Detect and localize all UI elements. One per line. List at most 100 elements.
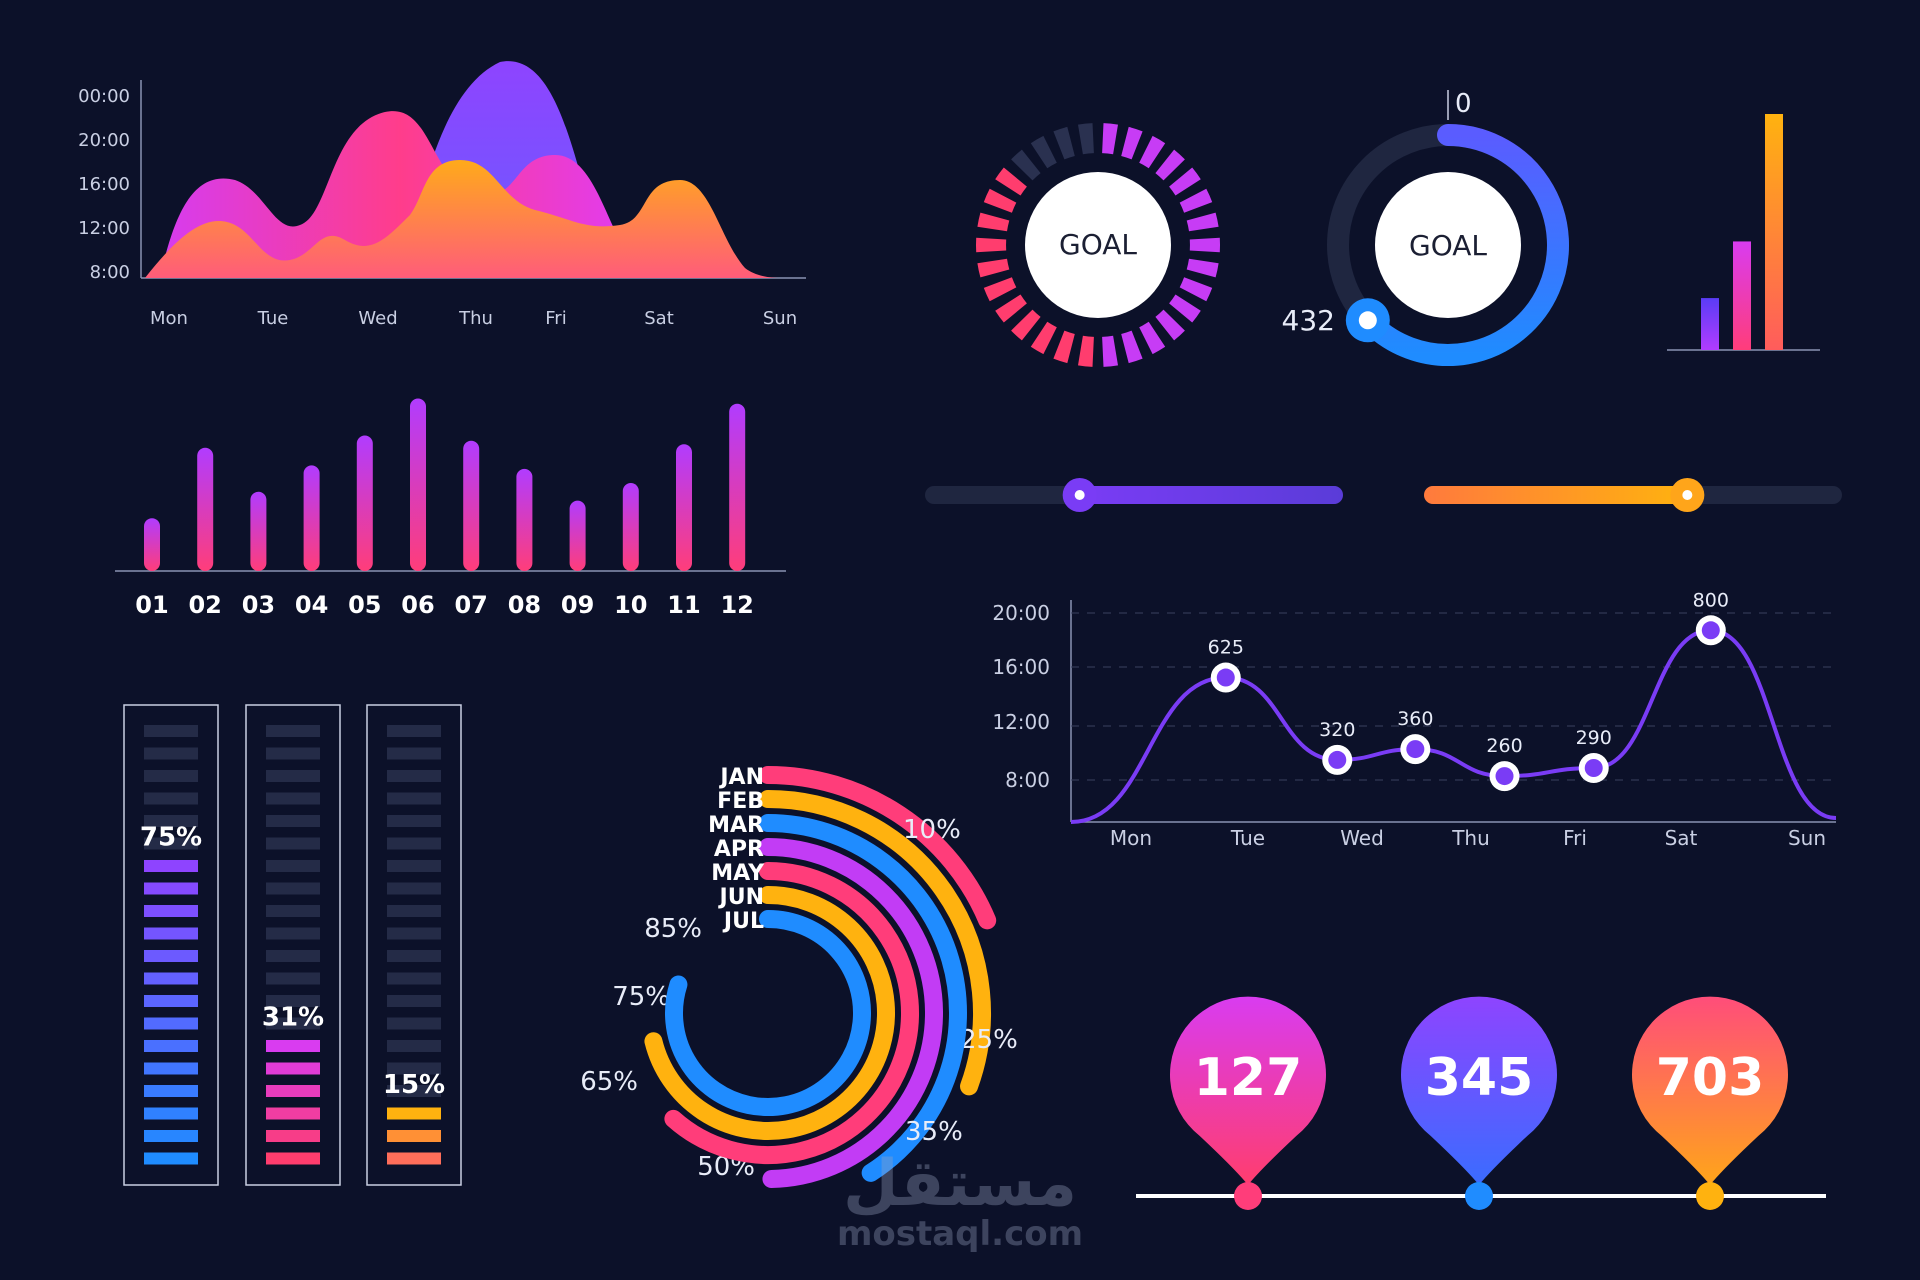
meter-segment	[266, 815, 320, 827]
monthly-bar	[569, 500, 586, 571]
radial-month-label: JAN	[718, 765, 764, 790]
monthly-bar-label: 08	[508, 591, 541, 619]
meter-segment	[266, 1152, 320, 1165]
line-x-tick: Sat	[1665, 826, 1698, 850]
goal-segment-ring: GOAL	[975, 123, 1221, 367]
line-x-tick: Wed	[1340, 826, 1384, 850]
goal-ring-segment	[1186, 258, 1219, 278]
radial-month-label: MAY	[711, 861, 765, 886]
monthly-bar	[622, 483, 639, 571]
monthly-bar	[303, 465, 320, 571]
monthly-bar-label: 06	[401, 591, 434, 619]
line-point-label: 360	[1397, 708, 1433, 730]
area-x-tick: Wed	[358, 308, 397, 329]
goal-ring-segment	[1179, 188, 1213, 213]
goal-ring-segment	[1169, 167, 1201, 196]
monthly-bar	[197, 447, 214, 571]
goal-ring-segment	[1186, 212, 1219, 232]
radial-month-chart: JAN10%FEB25%MAR35%APR50%MAY65%JUN75%JUL8…	[580, 765, 1018, 1188]
meter-segment	[387, 725, 441, 737]
mini-bar	[1701, 298, 1719, 350]
meter-segment	[387, 995, 441, 1007]
meter-segment	[144, 995, 198, 1007]
line-point-label: 625	[1208, 637, 1244, 659]
goal-ring-segment	[1155, 309, 1185, 341]
line-point-core	[1216, 668, 1235, 687]
line-x-tick: Sun	[1788, 826, 1826, 850]
pin-anchor-dot[interactable]	[1234, 1182, 1262, 1210]
meter-segment	[387, 882, 441, 895]
meter-segment	[144, 972, 198, 985]
meter-segment	[266, 792, 320, 805]
monthly-bar-label: 04	[295, 591, 328, 619]
meter-segment	[144, 725, 198, 737]
meter-segment	[144, 1017, 198, 1030]
pin-anchor-dot[interactable]	[1465, 1182, 1493, 1210]
pin-anchor-dot[interactable]	[1696, 1182, 1724, 1210]
level-meters: 75% 31% 15%	[123, 704, 462, 1186]
meter-label: 15%	[383, 1070, 445, 1100]
monthly-bar	[676, 444, 692, 571]
meter-segment	[387, 815, 441, 827]
goal-ring-segment	[1053, 330, 1075, 364]
meter-segment	[144, 927, 198, 940]
goal-ring-segment	[1102, 123, 1118, 155]
goal2-start-label: 0	[1455, 89, 1472, 119]
meter-segment	[144, 1152, 198, 1165]
meter-frame	[123, 704, 219, 1186]
monthly-bar	[410, 398, 426, 571]
monthly-bar-label: 07	[454, 591, 487, 619]
meter-segment	[266, 905, 320, 917]
pin-value: 127	[1194, 1048, 1303, 1108]
location-pin-chart: 127 345 703	[1136, 996, 1826, 1210]
meter-frame	[245, 704, 341, 1186]
meter-segment	[144, 1107, 198, 1120]
goal-ring-segment	[1155, 149, 1185, 181]
goal-ring-segment	[1139, 135, 1166, 169]
goal-center-disc	[1025, 172, 1171, 318]
meter-segment	[266, 927, 320, 940]
radial-end-label: 25%	[960, 1025, 1018, 1055]
radial-month-label: APR	[714, 837, 764, 862]
goal-ring-segment	[1121, 330, 1143, 364]
line-point-label: 260	[1486, 735, 1522, 757]
location-pin	[1632, 996, 1788, 1185]
radial-end-label: 65%	[580, 1067, 638, 1097]
goal-ring-segment	[1179, 277, 1213, 302]
goal-ring-segment	[1030, 321, 1057, 355]
goal2-knob-center	[1358, 311, 1377, 330]
meter-segment	[387, 747, 441, 760]
pin-value: 703	[1656, 1048, 1765, 1108]
meter-segment	[266, 1017, 320, 1030]
area-y-ticks: 00:00 20:00 16:00 12:00 8:00	[78, 86, 130, 283]
meter-segment	[144, 747, 198, 760]
area-wave-orange	[145, 160, 780, 278]
goal-ring-segment	[1011, 149, 1041, 181]
goal-ring-segment	[995, 167, 1027, 196]
line-x-tick: Thu	[1451, 826, 1490, 850]
meter-segment	[387, 905, 441, 917]
watermark: مستقل mostaql.com	[837, 1147, 1083, 1254]
goal-progress-ring: GOAL 0 432	[1282, 89, 1569, 366]
meter-segment	[144, 905, 198, 917]
area-x-tick: Mon	[150, 308, 188, 329]
line-point-core	[1495, 767, 1514, 786]
meter-segment	[387, 1130, 441, 1142]
meter-segment	[144, 1130, 198, 1142]
line-point-core	[1328, 750, 1347, 769]
meter-segment	[387, 1152, 441, 1165]
meter-segment	[266, 860, 320, 872]
radial-month-label: JUN	[718, 885, 764, 910]
meter-segment	[266, 950, 320, 962]
meter-segment	[144, 1085, 198, 1097]
monthly-bar-label: 05	[348, 591, 381, 619]
area-y-tick: 16:00	[78, 174, 130, 195]
radial-arc	[759, 814, 967, 1182]
area-chart: 00:00 20:00 16:00 12:00 8:00 Mon Tue Wed…	[78, 61, 806, 329]
line-point-core	[1584, 759, 1603, 777]
goal-ring-segment	[1078, 335, 1094, 367]
meter-segment	[387, 770, 441, 782]
radial-end-label: 35%	[905, 1117, 963, 1147]
goal-ring-segment	[1102, 335, 1118, 367]
